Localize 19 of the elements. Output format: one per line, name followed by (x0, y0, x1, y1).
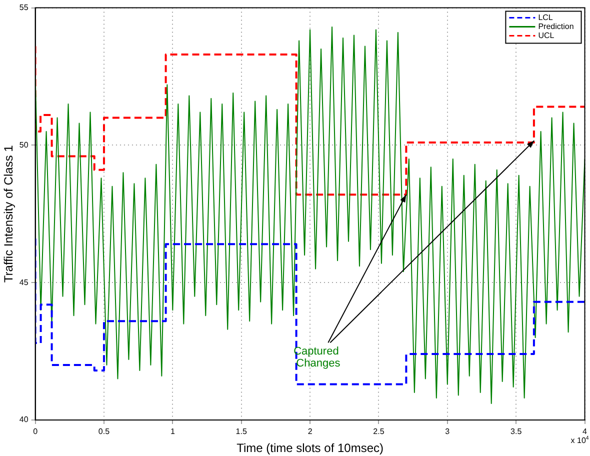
x-tick-label: 2 (308, 427, 313, 436)
y-axis-title: Traffic Intensity of Class 1 (2, 144, 16, 283)
x-tick-label: 0 (33, 427, 38, 436)
legend-label: LCL (538, 13, 554, 22)
x-tick-label: 2.5 (373, 427, 385, 436)
x-tick-label: 4 (582, 427, 588, 436)
x-tick-label: 1.5 (236, 427, 248, 436)
legend-label: UCL (538, 31, 555, 40)
x-axis-title: Time (time slots of 10msec) (236, 441, 384, 456)
x-tick-label: 3 (445, 427, 450, 436)
y-tick-label: 55 (19, 3, 29, 12)
x-tick-label: 3.5 (510, 427, 522, 436)
y-tick-label: 40 (19, 415, 29, 424)
x-tick-label: 0.5 (98, 427, 110, 436)
y-tick-label: 45 (19, 278, 29, 287)
legend-label: Prediction (538, 22, 574, 32)
annotation: Captured Changes (294, 346, 341, 370)
x-tick-label: 1 (170, 427, 176, 436)
y-tick-label: 50 (19, 140, 29, 150)
